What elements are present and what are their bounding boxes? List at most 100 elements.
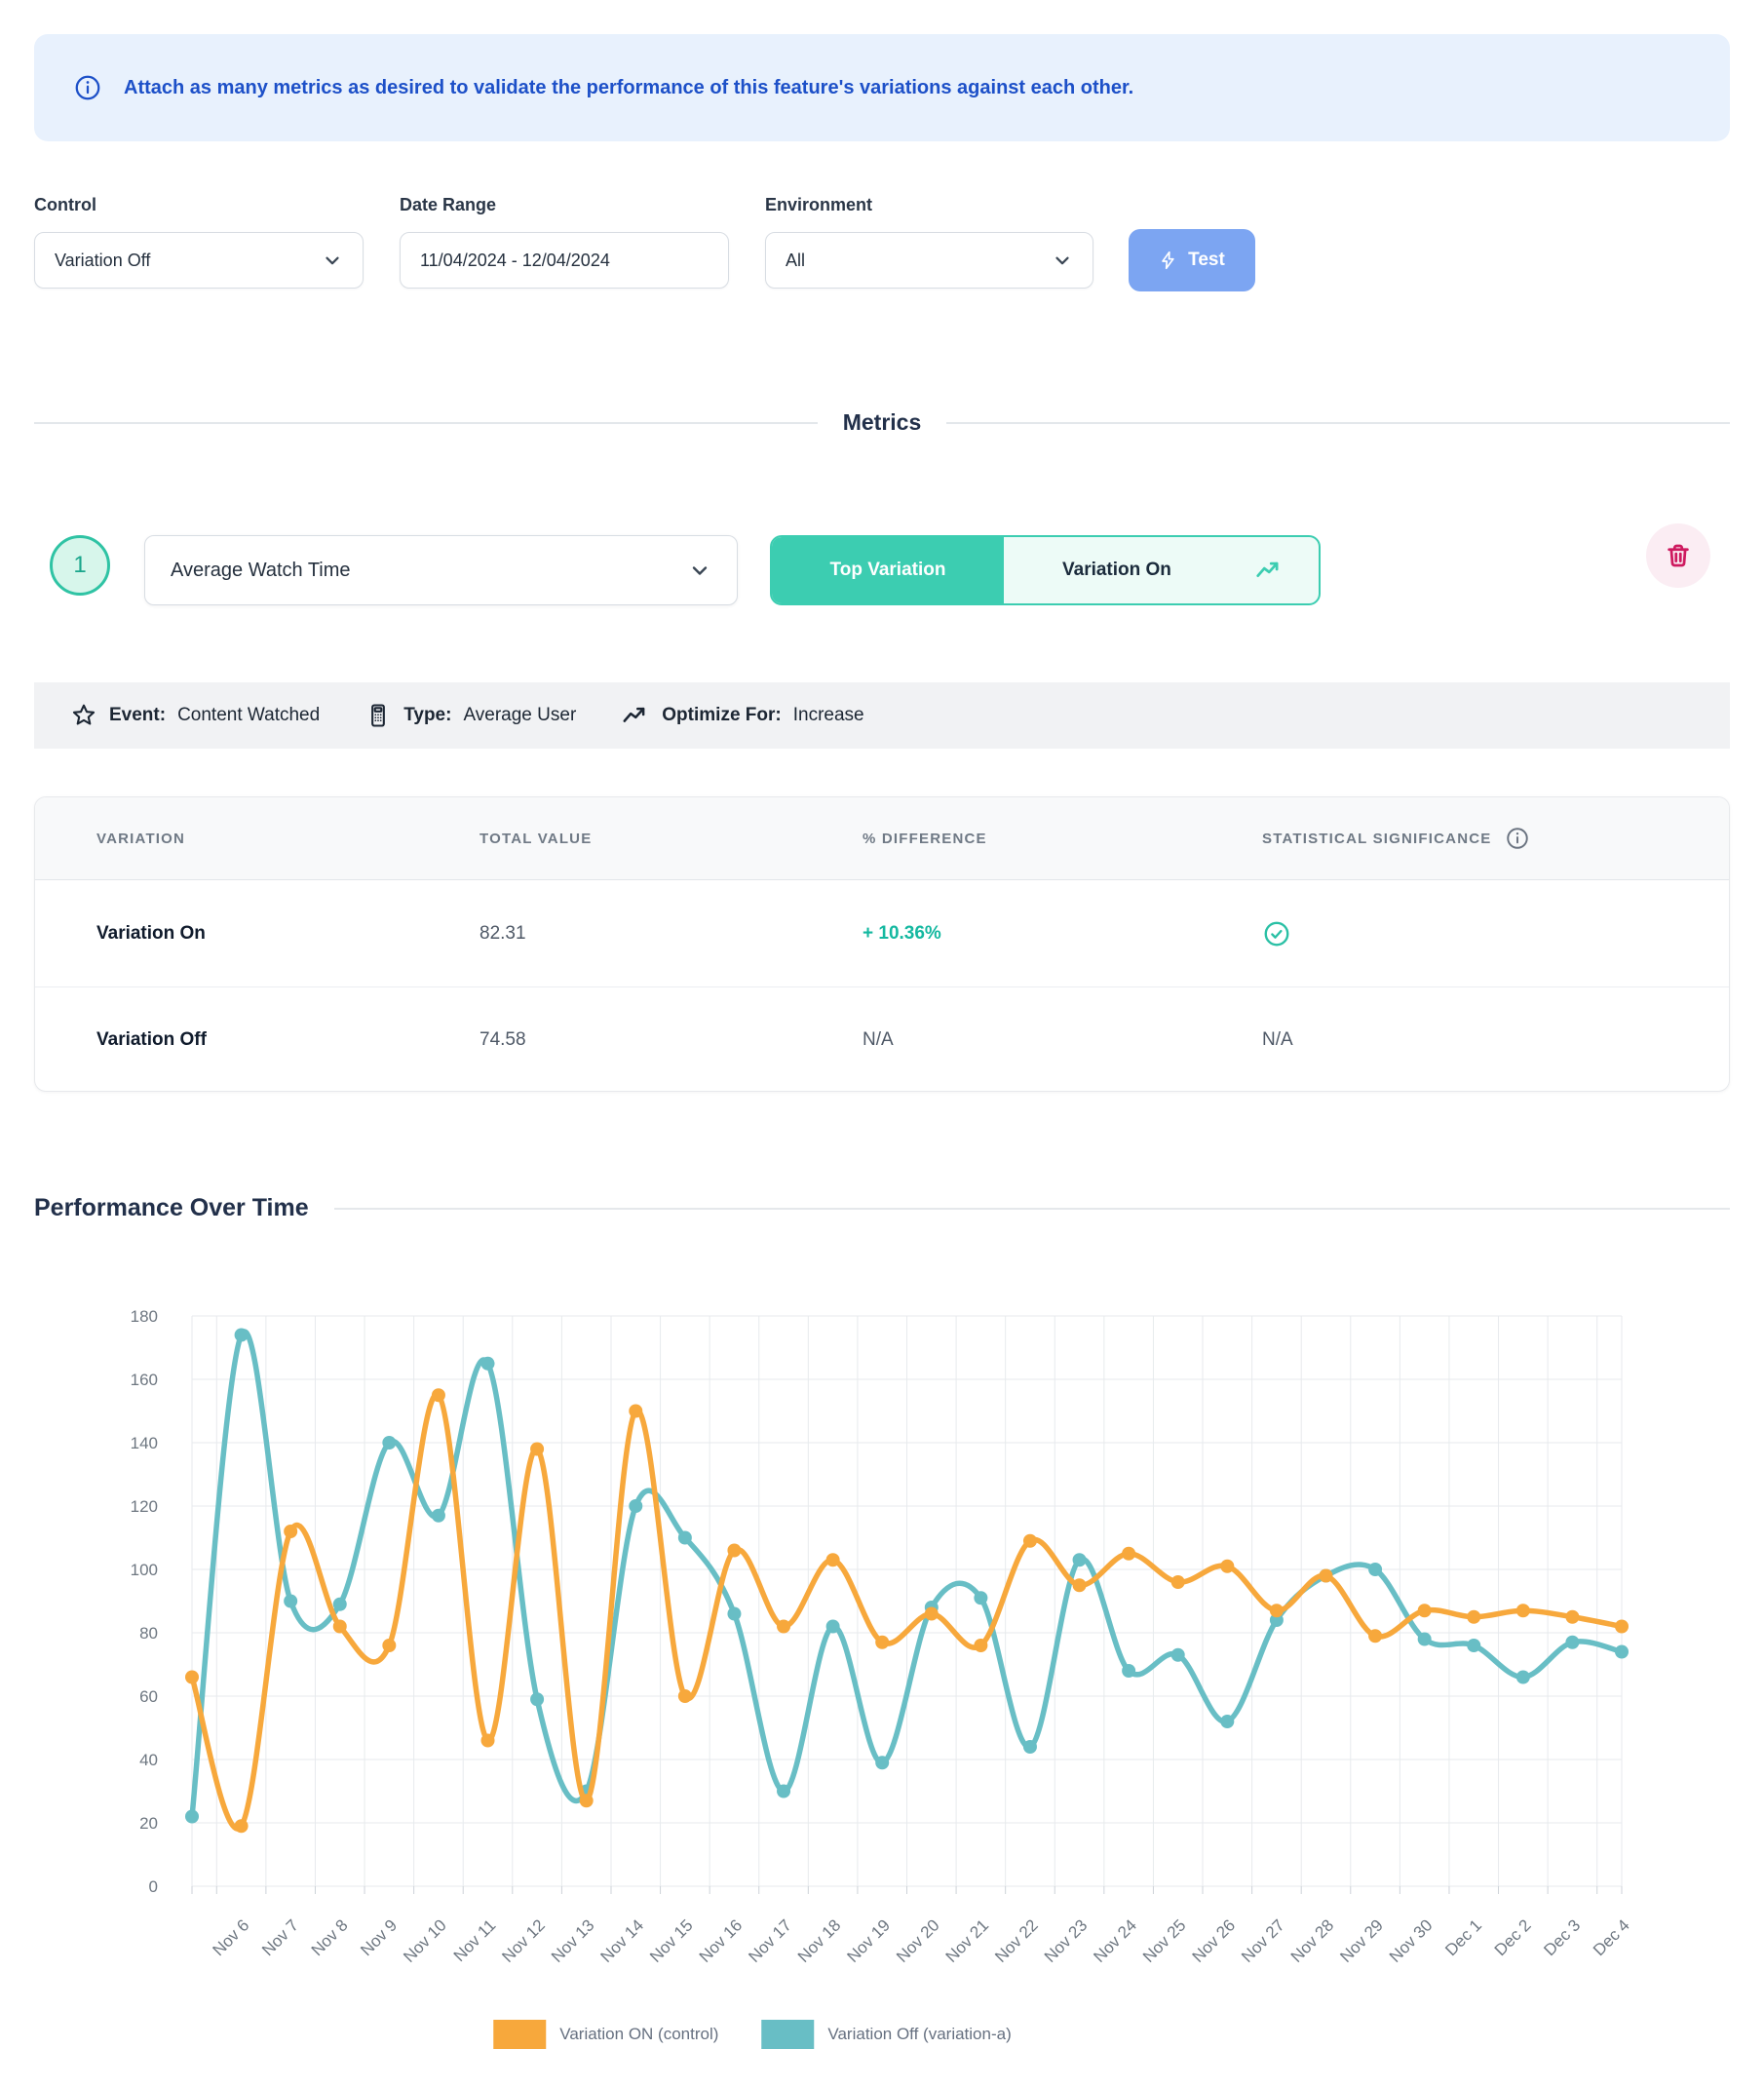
svg-text:80: 80 [139, 1624, 158, 1643]
svg-text:Nov 14: Nov 14 [597, 1915, 648, 1966]
header-total-value: TOTAL VALUE [479, 830, 593, 847]
svg-text:Nov 23: Nov 23 [1041, 1915, 1092, 1966]
control-select-value: Variation Off [55, 250, 151, 270]
delete-metric-button[interactable] [1646, 523, 1710, 588]
environment-select-value: All [786, 250, 806, 270]
row-significance: N/A [1262, 1029, 1293, 1050]
svg-text:20: 20 [139, 1814, 158, 1833]
svg-text:Nov 26: Nov 26 [1189, 1915, 1240, 1966]
svg-text:160: 160 [131, 1371, 158, 1389]
legend-swatch-teal [761, 2020, 815, 2049]
date-range-value: 11/04/2024 - 12/04/2024 [420, 250, 610, 270]
performance-section-header: Performance Over Time [34, 1194, 1730, 1222]
trash-icon [1668, 544, 1689, 567]
results-table-header: VARIATION TOTAL VALUE % DIFFERENCE STATI… [35, 797, 1729, 880]
event-value: Content Watched [177, 705, 321, 725]
svg-text:Nov 7: Nov 7 [258, 1915, 302, 1959]
type-value: Average User [463, 705, 577, 725]
check-circle-icon [1262, 919, 1729, 948]
svg-text:120: 120 [131, 1497, 158, 1516]
svg-text:Nov 21: Nov 21 [942, 1915, 993, 1966]
svg-text:180: 180 [131, 1307, 158, 1326]
svg-text:0: 0 [149, 1877, 158, 1896]
header-significance: STATISTICAL SIGNIFICANCE [1262, 830, 1492, 847]
optimize-for-label: Optimize For: [662, 705, 782, 725]
type-label: Type: [403, 705, 452, 725]
legend-label: Variation Off (variation-a) [827, 2025, 1012, 2043]
chevron-down-icon [322, 250, 343, 271]
calculator-icon [371, 704, 386, 727]
chart-legend: Variation ON (control) Variation Off (va… [493, 2020, 1012, 2049]
svg-text:Dec 2: Dec 2 [1491, 1915, 1535, 1959]
svg-text:Nov 24: Nov 24 [1090, 1915, 1140, 1966]
info-icon[interactable] [1505, 826, 1530, 851]
lightning-icon [1162, 251, 1174, 270]
svg-text:Nov 18: Nov 18 [794, 1915, 845, 1966]
row-total-value: 82.31 [479, 922, 526, 944]
svg-text:Nov 22: Nov 22 [991, 1915, 1042, 1966]
metric-number-badge: 1 [50, 535, 110, 596]
svg-text:Nov 13: Nov 13 [548, 1915, 598, 1966]
svg-text:Dec 3: Dec 3 [1540, 1915, 1584, 1959]
divider-line [946, 421, 1731, 424]
legend-swatch-orange [493, 2020, 547, 2049]
svg-text:Nov 12: Nov 12 [498, 1915, 549, 1966]
control-select[interactable]: Variation Off [34, 232, 364, 289]
metric-number: 1 [73, 552, 87, 578]
svg-text:Nov 28: Nov 28 [1287, 1915, 1338, 1966]
trending-up-icon [1256, 561, 1279, 577]
optimize-for-value: Increase [792, 705, 864, 725]
results-table: VARIATION TOTAL VALUE % DIFFERENCE STATI… [34, 796, 1730, 1092]
metrics-section-divider: Metrics [34, 409, 1731, 436]
info-banner: Attach as many metrics as desired to val… [34, 34, 1730, 141]
info-icon [75, 75, 100, 100]
svg-text:Dec 1: Dec 1 [1441, 1915, 1485, 1959]
control-label: Control [34, 195, 96, 214]
svg-text:Nov 30: Nov 30 [1386, 1915, 1437, 1966]
performance-title: Performance Over Time [34, 1194, 309, 1221]
star-icon [72, 704, 96, 725]
svg-text:Nov 19: Nov 19 [844, 1915, 895, 1966]
svg-text:Nov 8: Nov 8 [308, 1915, 352, 1959]
svg-text:Nov 9: Nov 9 [357, 1915, 401, 1959]
legend-item-variation-off[interactable]: Variation Off (variation-a) [761, 2020, 1012, 2049]
chevron-down-icon [688, 559, 711, 582]
svg-text:Nov 15: Nov 15 [646, 1915, 697, 1966]
top-variation-label: Top Variation [772, 537, 1004, 603]
svg-text:Dec 4: Dec 4 [1590, 1915, 1633, 1959]
test-button[interactable]: Test [1129, 229, 1255, 291]
svg-text:100: 100 [131, 1561, 158, 1579]
chevron-down-icon [1052, 250, 1073, 271]
svg-text:Nov 27: Nov 27 [1238, 1915, 1288, 1966]
trending-up-icon [623, 707, 645, 722]
svg-text:Nov 25: Nov 25 [1139, 1915, 1190, 1966]
date-range-label: Date Range [400, 195, 497, 214]
divider-line [333, 1207, 1730, 1210]
legend-item-variation-on[interactable]: Variation ON (control) [493, 2020, 718, 2049]
metric-details-bar: Event: Content Watched Type: Average Use… [34, 682, 1730, 749]
row-difference: + 10.36% [863, 922, 941, 944]
header-variation: VARIATION [96, 830, 186, 847]
svg-text:Nov 16: Nov 16 [696, 1915, 747, 1966]
top-variation-badge[interactable]: Top Variation Variation On [770, 535, 1321, 605]
row-difference: N/A [863, 1029, 894, 1050]
svg-text:Nov 17: Nov 17 [745, 1915, 795, 1966]
divider-line [34, 421, 818, 424]
header-difference: % DIFFERENCE [863, 830, 987, 847]
top-variation-value: Variation On [1062, 560, 1171, 580]
banner-text: Attach as many metrics as desired to val… [124, 76, 1134, 98]
svg-text:Nov 10: Nov 10 [400, 1915, 450, 1966]
date-range-input[interactable]: 11/04/2024 - 12/04/2024 [400, 232, 729, 289]
svg-text:Nov 20: Nov 20 [893, 1915, 943, 1966]
svg-text:Nov 6: Nov 6 [210, 1915, 253, 1959]
svg-text:140: 140 [131, 1434, 158, 1452]
metric-select[interactable]: Average Watch Time [144, 535, 738, 605]
svg-text:40: 40 [139, 1751, 158, 1769]
event-label: Event: [109, 705, 167, 725]
row-variation-name: Variation Off [96, 1029, 207, 1050]
environment-label: Environment [765, 195, 873, 214]
environment-select[interactable]: All [765, 232, 1093, 289]
